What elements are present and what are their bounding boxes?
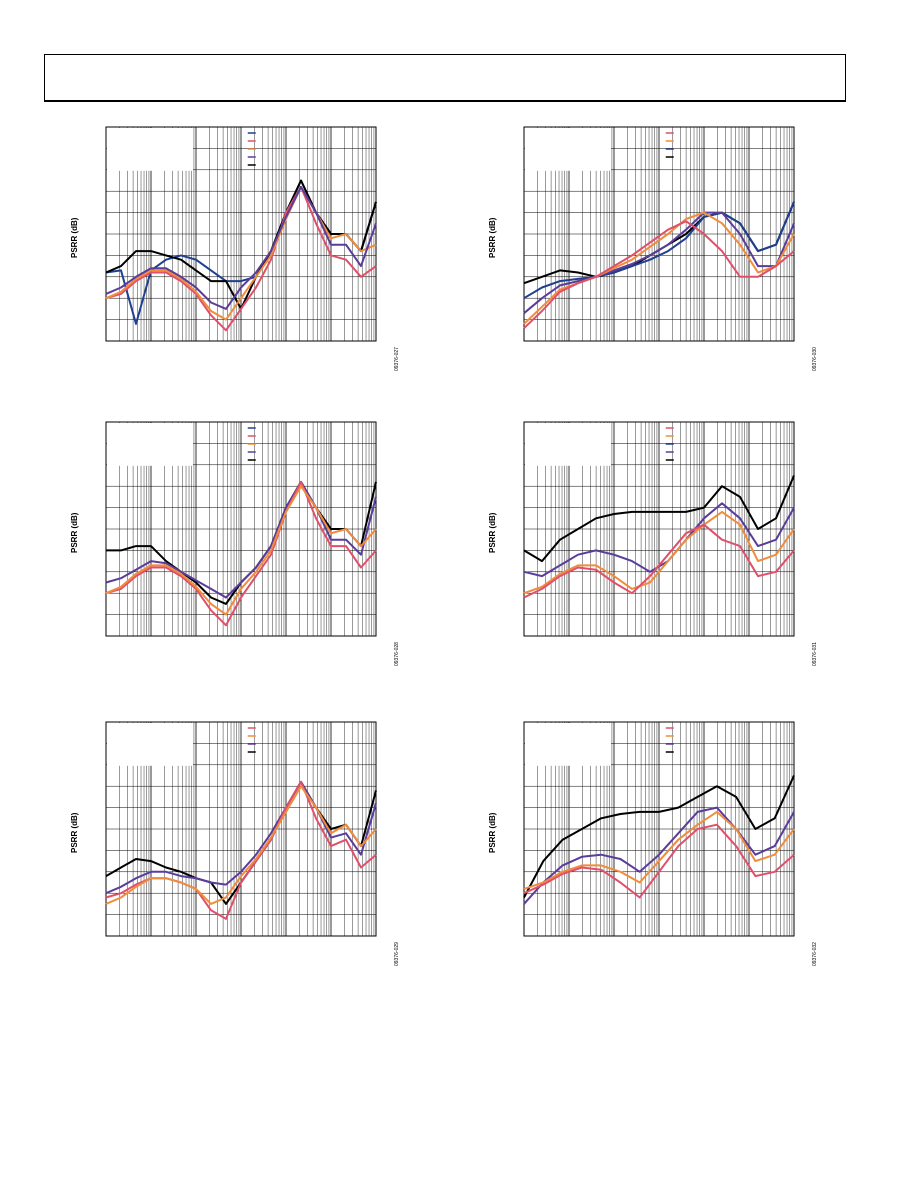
series-line-2 — [105, 780, 377, 895]
series-line-2 — [105, 480, 377, 599]
series-line-1 — [523, 475, 795, 563]
psrr-chart-6 — [523, 721, 795, 937]
series-line-4 — [105, 785, 377, 905]
figure-id: 09376-027 — [394, 347, 400, 371]
y-axis-label: PSRR (dB) — [70, 512, 79, 553]
legend-blank-area — [525, 128, 611, 171]
series-line-4 — [523, 823, 795, 899]
series-line-4 — [105, 485, 377, 616]
psrr-chart-5 — [105, 721, 377, 937]
legend-blank-area — [107, 723, 193, 766]
page-header — [44, 54, 846, 102]
figure-id: 09376-031 — [812, 642, 818, 666]
series-line-3 — [523, 211, 795, 314]
series-line-3 — [523, 810, 795, 890]
series-line-3 — [105, 185, 377, 332]
figure-id: 09376-029 — [394, 942, 400, 966]
legend-blank-area — [107, 423, 193, 466]
legend-blank-area — [525, 423, 611, 466]
y-axis-label: PSRR (dB) — [70, 217, 79, 258]
figure-id: 09376-032 — [812, 942, 818, 966]
series-line-3 — [523, 510, 795, 595]
series-line-4 — [105, 185, 377, 321]
psrr-chart-4 — [523, 421, 795, 637]
psrr-chart-2 — [523, 126, 795, 342]
series-line-2 — [523, 201, 795, 300]
series-line-4 — [523, 523, 795, 599]
y-axis-label: PSRR (dB) — [70, 812, 79, 853]
legend-blank-area — [107, 128, 193, 171]
y-axis-label: PSRR (dB) — [488, 512, 497, 553]
figure-id: 09376-030 — [812, 347, 818, 371]
series-line-3 — [105, 480, 377, 627]
y-axis-label: PSRR (dB) — [488, 812, 497, 853]
legend-blank-area — [525, 723, 611, 766]
y-axis-label: PSRR (dB) — [488, 217, 497, 258]
psrr-chart-1 — [105, 126, 377, 342]
psrr-chart-3 — [105, 421, 377, 637]
series-line-1 — [523, 775, 795, 898]
figure-id: 09376-028 — [394, 642, 400, 666]
series-line-5 — [523, 220, 795, 329]
series-line-2 — [523, 806, 795, 905]
series-line-5 — [105, 185, 377, 310]
